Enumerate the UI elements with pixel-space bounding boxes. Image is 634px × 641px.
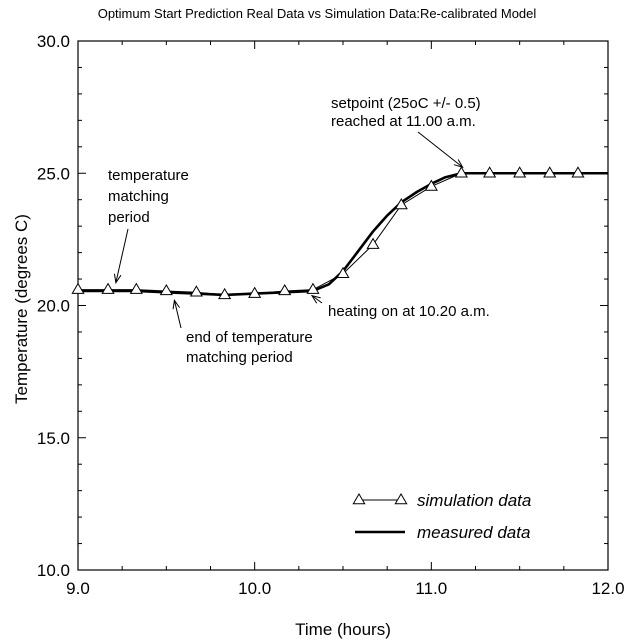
simulation-data-point [71, 282, 85, 294]
annotation-heating-on-arrow [311, 295, 323, 304]
simulation-data-point [366, 237, 380, 249]
y-tick-label: 20.0 [37, 297, 70, 316]
annotation-temperature-matching-arrow-head [113, 273, 122, 284]
legend-simulation-marker [394, 493, 408, 505]
annotation-setpoint-line: reached at 11.00 a.m. [331, 113, 476, 130]
annotation-end-of-matching-period-line: end of temperature [186, 329, 313, 346]
annotation-heating-on-arrow-head [310, 294, 321, 304]
y-tick-label: 25.0 [37, 164, 70, 183]
simulation-data-point [336, 266, 350, 278]
annotation-setpoint-arrow [417, 131, 463, 168]
annotation-heating-on: heating on at 10.20 a.m. [328, 303, 490, 320]
annotation-heating-on-line: heating on at 10.20 a.m. [328, 303, 490, 320]
legend-simulation-marker [352, 493, 366, 505]
annotation-setpoint: setpoint (25oC +/- 0.5) reached at 11.00 … [331, 95, 481, 130]
simulation-data-point [218, 287, 232, 300]
simulation-data-point [571, 166, 585, 178]
annotation-end-of-matching-arrow [173, 300, 182, 329]
x-tick-label: 9.0 [66, 579, 90, 598]
simulation-data-point [159, 283, 173, 296]
legend-simulation-label: simulation data [417, 491, 531, 510]
simulation-data-point [248, 286, 262, 298]
x-axis-label: Time (hours) [295, 620, 391, 639]
simulation-data-point [513, 166, 527, 178]
annotation-end-of-matching-period: end of temperature matching period [186, 329, 313, 366]
chart-title: Optimum Start Prediction Real Data vs Si… [97, 6, 537, 21]
simulation-data-line [78, 172, 578, 296]
simulation-data-point [483, 166, 497, 178]
simulation-data-point [394, 198, 408, 210]
annotation-end-of-matching-period-line: matching period [186, 349, 293, 366]
simulation-data-point [454, 166, 468, 178]
annotation-setpoint-arrow-head [453, 159, 464, 169]
simulation-data-point [278, 283, 292, 296]
annotation-end-of-matching-arrow-head [172, 298, 180, 310]
x-tick-label: 10.0 [238, 579, 271, 598]
annotation-temperature-matching-period: temperature matching period [108, 167, 189, 226]
y-tick-label: 15.0 [37, 429, 70, 448]
simulation-data-point [424, 179, 438, 191]
annotation-temperature-matching-arrow [115, 228, 129, 283]
annotation-temperature-matching-period-line: period [108, 209, 150, 226]
simulation-data-point [189, 285, 203, 297]
y-tick-label: 10.0 [37, 561, 70, 580]
simulation-data-point [306, 282, 320, 294]
x-tick-label: 11.0 [415, 579, 447, 598]
legend-measured-label: measured data [417, 523, 530, 542]
x-tick-label: 12.0 [591, 579, 624, 598]
simulation-data-point [129, 282, 143, 294]
annotation-temperature-matching-period-line: matching [108, 188, 169, 205]
simulation-data-point [543, 166, 557, 178]
y-tick-label: 30.0 [37, 32, 70, 51]
annotation-temperature-matching-period-line: temperature [108, 167, 189, 184]
simulation-data-point [101, 282, 115, 294]
annotation-setpoint-line: setpoint (25oC +/- 0.5) [331, 95, 481, 112]
